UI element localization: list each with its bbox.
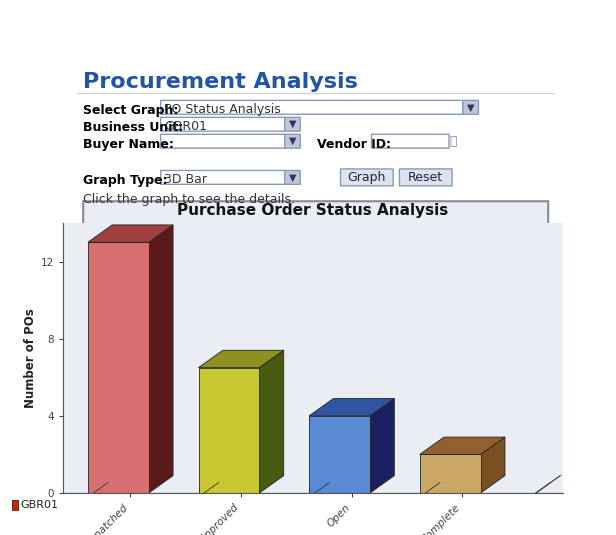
Bar xyxy=(198,368,259,493)
FancyBboxPatch shape xyxy=(285,171,300,185)
Text: Graph Type:: Graph Type: xyxy=(83,174,168,187)
Text: 3D Bar: 3D Bar xyxy=(164,173,207,186)
FancyBboxPatch shape xyxy=(161,134,285,148)
FancyBboxPatch shape xyxy=(285,134,300,148)
Text: 🔍: 🔍 xyxy=(449,135,456,148)
Text: Business Unit:: Business Unit: xyxy=(83,121,184,134)
Text: Vendor ID:: Vendor ID: xyxy=(317,138,391,151)
Y-axis label: Number of POs: Number of POs xyxy=(23,308,36,408)
FancyBboxPatch shape xyxy=(83,201,548,455)
Polygon shape xyxy=(148,225,173,493)
Text: GBR01: GBR01 xyxy=(20,500,58,510)
FancyBboxPatch shape xyxy=(161,117,285,131)
Text: ▼: ▼ xyxy=(467,102,474,112)
Polygon shape xyxy=(309,399,394,416)
Title: Purchase Order Status Analysis: Purchase Order Status Analysis xyxy=(177,203,448,218)
Polygon shape xyxy=(259,350,284,493)
Text: ▼: ▼ xyxy=(289,119,296,129)
FancyBboxPatch shape xyxy=(463,101,479,114)
Text: ▼: ▼ xyxy=(289,172,296,182)
Polygon shape xyxy=(198,350,284,368)
Polygon shape xyxy=(480,437,505,493)
Polygon shape xyxy=(370,399,394,493)
FancyBboxPatch shape xyxy=(161,101,463,114)
FancyBboxPatch shape xyxy=(399,169,452,186)
Bar xyxy=(419,454,480,493)
Text: Graph: Graph xyxy=(347,171,386,184)
Text: GBR01: GBR01 xyxy=(164,120,207,133)
Text: Reset: Reset xyxy=(408,171,444,184)
Text: Procurement Analysis: Procurement Analysis xyxy=(83,72,358,92)
Text: ▼: ▼ xyxy=(289,136,296,146)
Bar xyxy=(88,242,148,493)
Bar xyxy=(309,416,370,493)
Polygon shape xyxy=(88,225,173,242)
Text: Select Graph:: Select Graph: xyxy=(83,104,179,117)
Bar xyxy=(12,500,18,511)
FancyBboxPatch shape xyxy=(341,169,393,186)
Text: Click the graph to see the details.: Click the graph to see the details. xyxy=(83,193,295,206)
FancyBboxPatch shape xyxy=(371,134,449,148)
Text: PO Status Analysis: PO Status Analysis xyxy=(164,103,280,116)
FancyBboxPatch shape xyxy=(285,117,300,131)
FancyBboxPatch shape xyxy=(161,171,285,185)
Polygon shape xyxy=(419,437,505,454)
Text: Buyer Name:: Buyer Name: xyxy=(83,138,174,151)
